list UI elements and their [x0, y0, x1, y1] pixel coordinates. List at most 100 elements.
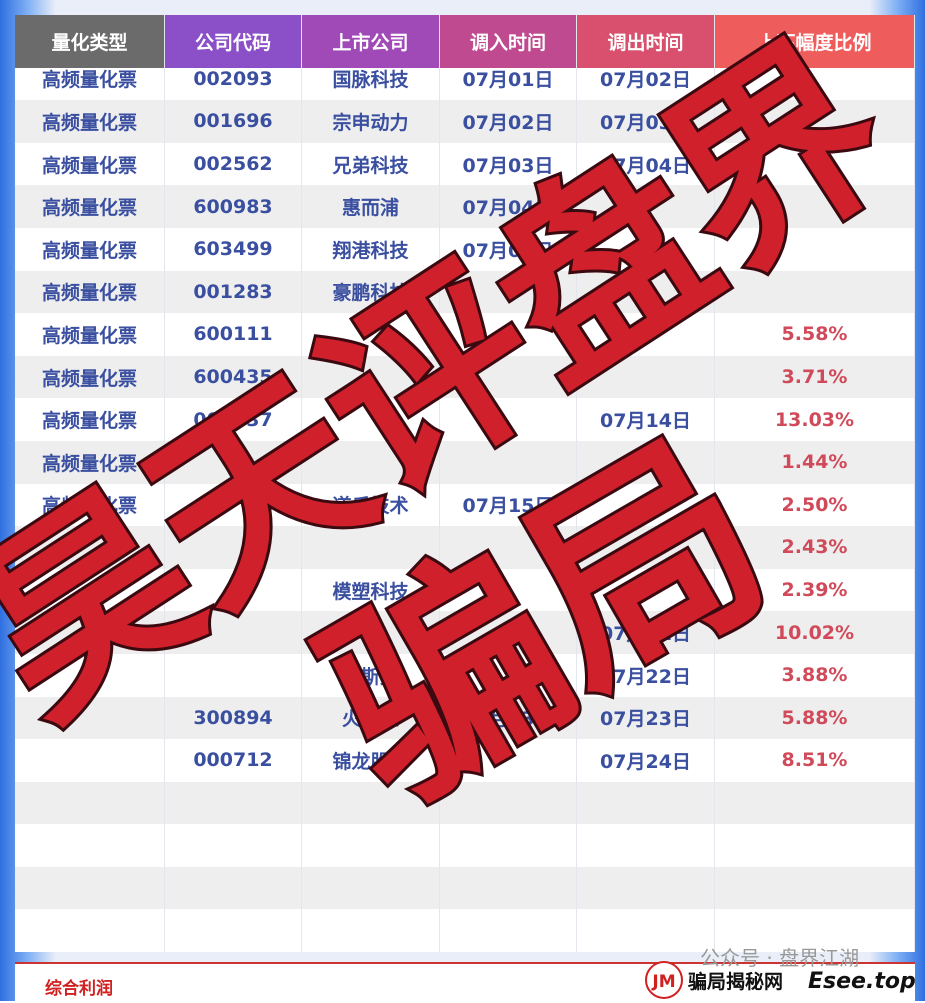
cell: 2.43% [715, 526, 915, 569]
table-row: 高频量化票 002093 国脉科技 07月01日 07月02日 [15, 57, 915, 101]
cell: 宗申动力 [302, 100, 440, 143]
cell: 惠而浦 [302, 185, 440, 228]
table-row: 高频量化票 001283 豪鹏科技 [15, 270, 915, 314]
cell [440, 866, 577, 910]
cell: 07月21日 [577, 611, 715, 654]
cell [440, 739, 577, 782]
cell: 600435 [165, 355, 302, 399]
cell: 国脉科技 [302, 57, 440, 101]
empty-row [15, 824, 915, 867]
cell [165, 824, 302, 867]
cell [165, 781, 302, 825]
cell [715, 270, 915, 314]
table-row: 高频量化票 600983 惠而浦 07月04日 [15, 185, 915, 228]
cell [440, 781, 577, 825]
cell: 高频量化票 [15, 227, 165, 271]
cell: 300894 [165, 696, 302, 740]
cell [165, 611, 302, 654]
cell: 001283 [165, 270, 302, 314]
site-url: Esee.top [808, 969, 916, 994]
cell: 1.44% [715, 440, 915, 484]
cell: 002093 [165, 57, 302, 101]
cell: 07月04日 [577, 142, 715, 186]
empty-row [15, 866, 915, 910]
cell [440, 909, 577, 953]
cell [15, 526, 165, 569]
cell [440, 270, 577, 314]
cell [440, 568, 577, 612]
cell: 07月02日 [440, 100, 577, 143]
header-cell: 调入时间 [440, 15, 577, 68]
cell [15, 568, 165, 612]
cell: 07月14日 [577, 398, 715, 441]
cell: 2.39% [715, 568, 915, 612]
cell [302, 440, 440, 484]
table-row: 300894 火星人 07月23日 07月23日 5.88% [15, 696, 915, 740]
cell: 3.71% [715, 355, 915, 399]
cell [15, 909, 165, 953]
cell: 高频量化票 [15, 100, 165, 143]
cell [15, 611, 165, 654]
cell: 8.51% [715, 739, 915, 782]
cell [302, 398, 440, 441]
cell: 模塑科技 [302, 568, 440, 612]
cell [165, 568, 302, 612]
cell: 高频量化票 [15, 440, 165, 484]
cell [302, 781, 440, 825]
cell [15, 824, 165, 867]
cell: 2.50% [715, 483, 915, 527]
cell [302, 355, 440, 399]
cell [577, 824, 715, 867]
cell [577, 355, 715, 399]
cell: 603499 [165, 227, 302, 271]
footer-row: 综合利润 [15, 962, 915, 1003]
site-name: 骗局揭秘网 [688, 970, 783, 993]
cell [577, 440, 715, 484]
cell: 003037 [165, 398, 302, 441]
table-row: 2.43% [15, 526, 915, 569]
cell: 13.03% [715, 398, 915, 441]
cell [715, 57, 915, 101]
header-cell: 量化类型 [15, 15, 165, 68]
table-row: 贝斯美 07月22日 3.88% [15, 653, 915, 697]
cell [715, 185, 915, 228]
cell: 001696 [165, 100, 302, 143]
cell [302, 526, 440, 569]
cell [715, 142, 915, 186]
watermark-account: 公众号 · 盘界江湖 [700, 946, 859, 970]
cell: 翔港科技 [302, 227, 440, 271]
logo: JM [651, 972, 675, 992]
cell: 高频量化票 [15, 185, 165, 228]
cell [15, 866, 165, 910]
table-row: 高频量化票 603499 翔港科技 07月07日 [15, 227, 915, 271]
cell [440, 824, 577, 867]
cell [302, 611, 440, 654]
header-cell: 调出时间 [577, 15, 715, 68]
cell [715, 100, 915, 143]
cell: 07月22日 [577, 653, 715, 697]
cell: 5.58% [715, 313, 915, 356]
cell: 3.88% [715, 653, 915, 697]
table-row: 高频量化票 001696 宗申动力 07月02日 07月03日 [15, 100, 915, 143]
table-row: 高频量化票 003037 07月14日 13.03% [15, 398, 915, 441]
empty-row [15, 909, 915, 953]
logo-circle [645, 961, 683, 999]
table: 量化类型 公司代码 上市公司 调入时间 调出时间 上下幅度比例 高频量化票 002093 国脉科… [15, 15, 915, 953]
cell [165, 440, 302, 484]
cell [165, 483, 302, 527]
cell: 07月15日 [440, 483, 577, 527]
table-row: 高频量化票 600435 3.71% [15, 355, 915, 399]
cell [15, 781, 165, 825]
cell [577, 526, 715, 569]
cell: 07月04日 [440, 185, 577, 228]
cell: 高频量化票 [15, 483, 165, 527]
cell [302, 909, 440, 953]
cell: 高频量化票 [15, 355, 165, 399]
table-row: 高频量化票 道氏技术 07月15日 2.50% [15, 483, 915, 527]
cell: 锦龙股份 [302, 739, 440, 782]
cell [440, 355, 577, 399]
header-row: 量化类型 公司代码 上市公司 调入时间 调出时间 上下幅度比例 [15, 15, 915, 68]
cell [577, 568, 715, 612]
